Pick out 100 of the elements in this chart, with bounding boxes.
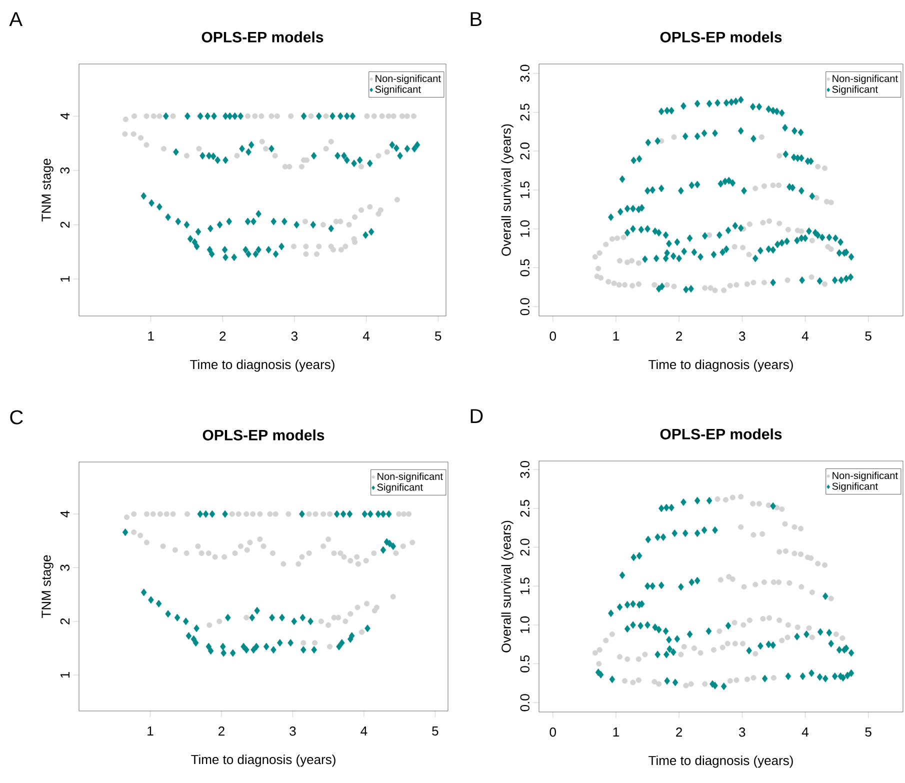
point: [390, 542, 396, 550]
chart-title: OPLS-EP models: [202, 429, 324, 440]
x-tick-label: 1: [613, 728, 619, 736]
point: [197, 510, 204, 518]
point: [386, 540, 392, 548]
point: [165, 610, 171, 618]
y-tick-label: 3.0: [520, 461, 530, 478]
point: [336, 642, 342, 650]
point: [269, 614, 275, 622]
point: [140, 588, 147, 596]
x-tick-label: 2: [676, 728, 682, 737]
legend-label: Significant: [377, 483, 423, 493]
point: [263, 642, 270, 650]
point: [186, 632, 192, 640]
point: [220, 649, 227, 657]
point: [300, 646, 306, 654]
point: [308, 618, 314, 626]
point: [270, 646, 276, 654]
point: [249, 614, 256, 622]
point: [338, 639, 345, 647]
y-tick-label: 4: [60, 112, 70, 120]
point: [380, 546, 386, 554]
point: [253, 642, 260, 650]
point: [244, 646, 250, 654]
point: [288, 639, 294, 647]
x-tick-label: 1: [148, 726, 154, 736]
chart-title: OPLS-EP models: [660, 428, 782, 440]
x-tick-label: 0: [550, 332, 556, 341]
x-tick-label: 4: [362, 332, 370, 340]
y-tick-label: 1.0: [520, 616, 530, 633]
legend-label: Significant: [832, 85, 878, 95]
legend-label: Non-significant: [832, 472, 898, 482]
x-axis-title: Time to diagnosis (years): [648, 756, 793, 768]
x-tick-label: 5: [432, 726, 438, 736]
chart-title: OPLS-EP models: [202, 31, 324, 42]
y-tick-label: 1.0: [520, 220, 530, 237]
y-tick-label: 1: [60, 672, 70, 678]
point: [222, 510, 228, 518]
x-tick-label: 5: [865, 332, 872, 341]
legend-label: Significant: [375, 85, 421, 95]
point: [209, 510, 216, 518]
point: [182, 618, 189, 626]
legend-label: Non-significant: [832, 74, 898, 84]
point: [375, 510, 382, 518]
x-tick-label: 1: [148, 332, 154, 340]
x-tick-label: 3: [739, 728, 746, 737]
x-tick-label: 3: [739, 332, 746, 341]
point: [156, 600, 162, 608]
y-tick-label: 0.0: [520, 694, 530, 712]
point: [300, 614, 306, 622]
x-tick-label: 1: [613, 332, 619, 340]
point: [340, 510, 346, 518]
point: [348, 632, 355, 640]
point: [206, 642, 212, 650]
y-tick-label: 3: [60, 167, 70, 174]
point: [208, 647, 214, 655]
point: [194, 624, 200, 632]
y-tick-label: 2.0: [520, 142, 530, 160]
text: D: [470, 409, 483, 423]
point: [230, 649, 236, 657]
x-tick-label: 3: [291, 332, 298, 341]
point: [364, 624, 370, 632]
x-axis-title: Time to diagnosis (years): [190, 360, 334, 372]
y-tick-label: 1.5: [520, 181, 530, 198]
point: [380, 510, 386, 518]
y-tick-label: 1.5: [520, 578, 530, 594]
legend-label: Non-significant: [376, 74, 441, 84]
legend-label: Non-significant: [378, 472, 443, 482]
point: [192, 639, 199, 647]
y-tick-label: 2.5: [520, 104, 530, 121]
y-tick-label: 0.5: [520, 259, 530, 276]
point: [367, 510, 374, 518]
point: [224, 614, 231, 622]
point: [291, 618, 298, 626]
point: [346, 510, 353, 518]
y-tick-label: 3.0: [520, 64, 530, 82]
y-tick-label: 0.5: [520, 655, 530, 672]
x-tick-label: 2: [220, 332, 226, 341]
point: [279, 614, 285, 622]
x-tick-label: 5: [865, 728, 872, 737]
x-tick-label: 2: [676, 332, 682, 341]
point: [148, 596, 154, 604]
point: [276, 639, 283, 647]
y-tick-label: 2: [60, 618, 70, 624]
x-tick-label: 3: [290, 726, 296, 736]
y-tick-label: 4: [60, 510, 70, 518]
y-axis-title: TNM stage: [42, 158, 54, 222]
x-tick-label: 0: [550, 728, 556, 737]
point: [202, 510, 209, 518]
y-tick-label: 0.0: [520, 298, 530, 316]
text: B: [470, 12, 482, 26]
legend-label: Significant: [832, 482, 878, 492]
x-tick-label: 4: [360, 726, 368, 736]
y-axis-title: TNM stage: [42, 555, 54, 618]
text: C: [10, 410, 23, 424]
x-axis-title: Time to diagnosis (years): [191, 754, 336, 767]
point: [254, 606, 260, 614]
y-axis-title: Overall survival (years): [501, 520, 514, 652]
point: [334, 510, 340, 518]
y-tick-label: 2.5: [520, 500, 530, 517]
